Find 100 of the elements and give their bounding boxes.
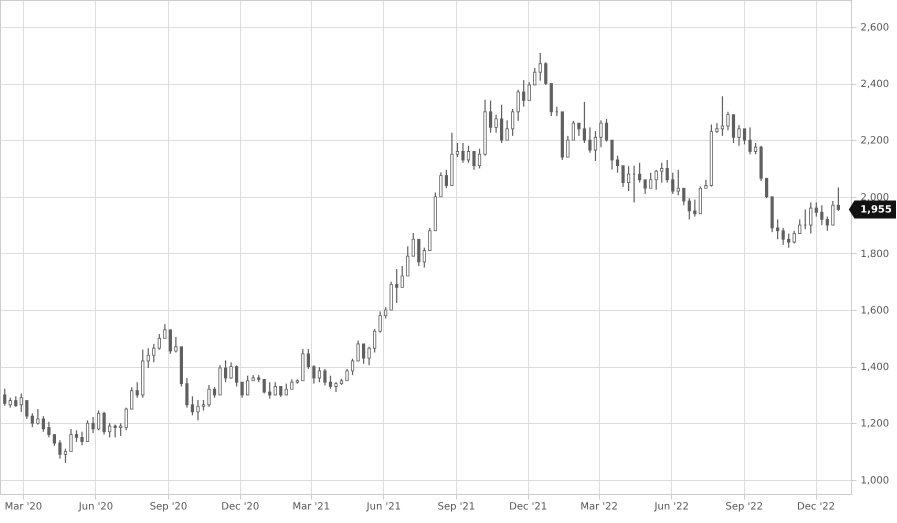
- x-tick-label: Dec '22: [797, 502, 836, 512]
- candlestick: [616, 155, 620, 174]
- candlestick: [588, 126, 592, 154]
- candlestick: [660, 162, 664, 184]
- candlestick: [290, 378, 294, 390]
- candlestick: [207, 384, 211, 408]
- y-tick-label: 2,000: [860, 192, 890, 204]
- candlestick: [306, 348, 310, 370]
- candlestick: [190, 396, 194, 416]
- candlestick: [809, 202, 812, 234]
- candlestick: [688, 198, 691, 220]
- candlestick: [798, 218, 802, 234]
- candlestick: [466, 145, 470, 164]
- candlestick: [765, 177, 768, 199]
- candlestick: [246, 375, 250, 396]
- candlestick: [599, 120, 603, 148]
- candlestick: [152, 343, 156, 363]
- y-tick-label: 1,600: [860, 305, 890, 316]
- candlestick: [516, 89, 520, 122]
- candlestick: [488, 100, 492, 134]
- candlestick: [36, 408, 40, 426]
- candlestick: [174, 336, 178, 354]
- candlestick: [69, 428, 73, 452]
- x-tick-label: Mar '20: [4, 502, 42, 512]
- candlestick: [754, 142, 758, 155]
- candlestick: [610, 140, 614, 170]
- candlestick: [682, 188, 686, 206]
- candlestick: [373, 328, 376, 354]
- candlestick: [494, 114, 498, 134]
- candlestick: [644, 179, 647, 195]
- candlestick: [124, 407, 128, 431]
- candlestick: [395, 268, 398, 304]
- candlestick: [30, 412, 34, 428]
- x-tick-label: Sep '20: [150, 502, 188, 512]
- candlestick: [715, 122, 719, 134]
- candlestick: [566, 135, 570, 158]
- y-tick-label: 1,000: [860, 475, 890, 486]
- candlestick: [506, 120, 509, 141]
- candlestick: [831, 200, 834, 226]
- candlestick: [626, 166, 630, 192]
- candlestick: [654, 169, 658, 190]
- candlestick: [384, 306, 388, 320]
- x-tick-label: Mar '22: [580, 502, 618, 512]
- candlestick: [96, 410, 100, 431]
- candlestick: [638, 162, 642, 184]
- x-tick-label: Jun '22: [654, 502, 689, 512]
- candlestick: [328, 375, 332, 390]
- candlestick: [224, 360, 228, 383]
- candlestick: [742, 128, 746, 145]
- candlestick: [202, 399, 206, 412]
- candlestick: [511, 108, 514, 136]
- candlestick: [582, 101, 586, 144]
- candlestick: [91, 416, 95, 434]
- candlestick: [318, 366, 322, 383]
- candlestick: [130, 386, 134, 410]
- y-tick-label: 1,400: [860, 362, 890, 374]
- candlestick: [8, 397, 12, 408]
- candlestick: [64, 448, 68, 464]
- y-tick-label: 1,200: [860, 418, 890, 430]
- candlestick: [345, 368, 349, 382]
- candlestick: [406, 246, 410, 277]
- candlestick: [212, 386, 216, 398]
- candlestick: [528, 81, 531, 102]
- candlestick: [572, 120, 575, 141]
- candlestick: [782, 227, 785, 246]
- candlestick: [814, 202, 818, 218]
- candlestick: [356, 340, 360, 362]
- candlestick: [720, 96, 724, 136]
- candlestick: [577, 122, 580, 136]
- candlestick: [500, 104, 504, 144]
- candlestick: [533, 67, 536, 86]
- candlestick: [400, 266, 404, 288]
- candlestick: [836, 186, 840, 212]
- candlestick: [792, 230, 796, 244]
- x-tick-label: Jun '21: [366, 502, 401, 512]
- candlestick: [456, 142, 460, 158]
- candlestick: [422, 247, 426, 268]
- candlestick: [444, 169, 448, 189]
- candlestick: [776, 218, 780, 240]
- candlestick: [268, 382, 272, 400]
- candlestick: [323, 368, 327, 386]
- candlestick: [240, 382, 244, 398]
- candlestick: [47, 421, 50, 438]
- candlestick: [284, 382, 288, 396]
- candlestick: [362, 343, 366, 364]
- candlestick: [25, 400, 28, 420]
- x-tick-label: Mar '21: [292, 502, 330, 512]
- y-tick-label: 1,800: [860, 248, 890, 260]
- candlestick: [80, 431, 84, 446]
- x-tick-label: Sep '21: [438, 502, 476, 512]
- candlestick: [732, 114, 736, 144]
- annotation: 1,955: [860, 204, 892, 216]
- candlestick: [146, 348, 150, 369]
- candlestick: [428, 227, 432, 252]
- candlestick: [417, 238, 420, 267]
- candlestick: [737, 124, 741, 146]
- candlestick: [472, 150, 476, 170]
- candlestick: [826, 216, 829, 232]
- x-tick-label: Jun '20: [78, 502, 114, 512]
- candlestick: [671, 172, 674, 195]
